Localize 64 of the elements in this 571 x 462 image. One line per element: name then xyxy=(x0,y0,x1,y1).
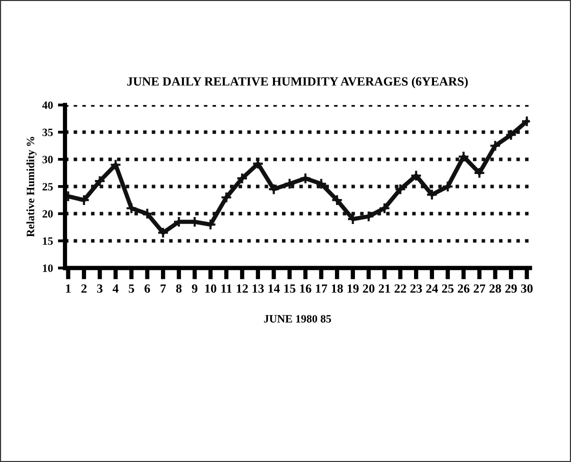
x-tick-label: 11 xyxy=(221,284,232,293)
point xyxy=(300,172,312,184)
point xyxy=(157,226,169,239)
x-tick-label: 19 xyxy=(348,284,359,293)
x-tick-label: 27 xyxy=(474,284,486,293)
x-tick-label: 23 xyxy=(410,284,422,293)
x-tick-label: 10 xyxy=(205,284,216,293)
x-tick-label: 6 xyxy=(144,284,150,293)
point xyxy=(220,191,232,204)
x-tick-label: 14 xyxy=(268,284,280,293)
x-tick-label: 30 xyxy=(521,284,533,293)
x-tick-label: 29 xyxy=(505,284,517,293)
point xyxy=(426,188,438,201)
point xyxy=(394,183,406,196)
x-tick-label: 7 xyxy=(160,284,166,293)
point xyxy=(94,175,106,187)
point xyxy=(110,158,122,171)
x-tick-label: 26 xyxy=(458,284,470,293)
point xyxy=(268,183,280,196)
point xyxy=(78,194,90,206)
x-tick-label: 1 xyxy=(66,284,71,293)
x-tick-label: 21 xyxy=(378,284,390,293)
y-tick-label: 40 xyxy=(42,101,53,109)
point xyxy=(505,128,517,141)
point xyxy=(362,210,375,222)
x-tick-label: 4 xyxy=(112,284,119,293)
x-tick-label: 9 xyxy=(192,284,198,293)
y-tick-label: 30 xyxy=(42,156,53,164)
point xyxy=(378,202,390,214)
x-tick-label: 16 xyxy=(300,284,312,293)
x-tick-label: 13 xyxy=(252,284,264,293)
x-tick-label: 17 xyxy=(316,284,328,293)
point xyxy=(458,150,470,163)
point xyxy=(236,172,248,184)
point xyxy=(473,167,486,179)
x-tick-label: 28 xyxy=(489,284,502,293)
y-tick-label: 35 xyxy=(42,128,53,136)
point xyxy=(284,178,296,190)
point xyxy=(126,202,138,214)
x-tick-label: 24 xyxy=(426,284,438,293)
x-tick-label: 22 xyxy=(394,284,406,293)
point xyxy=(442,180,454,192)
chart-title: JUNE DAILY RELATIVE HUMIDITY AVERAGES (6YEARS) xyxy=(127,76,468,88)
point xyxy=(315,178,328,190)
x-tick-label: 8 xyxy=(176,284,182,293)
point xyxy=(489,140,502,152)
x-tick-label: 25 xyxy=(442,284,454,293)
x-tick-label: 2 xyxy=(81,284,87,293)
y-axis-title: Relative Humidity % xyxy=(26,136,37,237)
x-tick-label: 5 xyxy=(128,284,134,293)
x-tick-label: 12 xyxy=(236,284,248,293)
y-tick-label: 15 xyxy=(42,237,53,245)
point xyxy=(141,208,154,220)
y-tick-label: 10 xyxy=(42,264,53,272)
y-tick-label: 25 xyxy=(42,182,53,190)
x-tick-label: 3 xyxy=(97,284,102,293)
point xyxy=(410,170,422,182)
x-tick-label: 18 xyxy=(332,284,343,293)
point xyxy=(204,218,216,230)
x-axis-title: JUNE 1980 85 xyxy=(264,315,332,323)
y-tick-label: 20 xyxy=(42,210,53,218)
point xyxy=(331,194,343,206)
x-tick-label: 20 xyxy=(362,284,374,293)
x-tick-label: 15 xyxy=(284,284,296,293)
